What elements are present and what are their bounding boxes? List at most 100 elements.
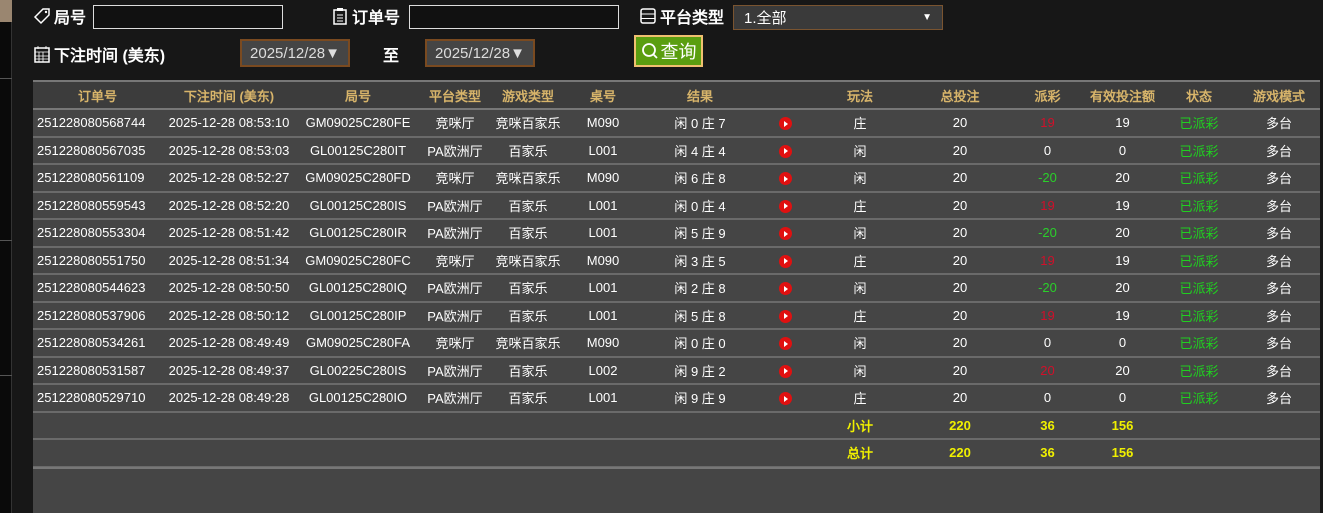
total-bet: 20 — [910, 301, 1010, 330]
subtotal-valid-bet: 156 — [1085, 411, 1160, 440]
bet-type: 闲 — [810, 136, 910, 165]
total-bet: 20 — [910, 246, 1010, 275]
date-from-picker[interactable]: 2025/12/28▼ — [240, 39, 350, 67]
replay-cell — [760, 301, 810, 330]
column-header: 有效投注额 — [1085, 80, 1160, 110]
result: 闲 2 庄 8 — [640, 274, 760, 303]
table-id: M090 — [566, 164, 640, 193]
column-header: 派彩 — [1010, 80, 1085, 110]
bet-type: 闲 — [810, 356, 910, 385]
total-bet: 20 — [910, 219, 1010, 248]
total-bet: 20 — [910, 329, 1010, 358]
payout: -20 — [1010, 164, 1085, 193]
query-button[interactable]: 查询 — [634, 35, 703, 67]
result: 闲 0 庄 4 — [640, 191, 760, 220]
table-row: 251228080553304 2025-12-28 08:51:42 GL0012… — [33, 219, 1320, 248]
valid-bet: 0 — [1085, 136, 1160, 165]
valid-bet: 20 — [1085, 219, 1160, 248]
platform: 竞咪厅 — [420, 329, 490, 358]
play-video-icon[interactable] — [778, 309, 792, 323]
game-mode: 多台 — [1238, 219, 1320, 248]
subtotal-label: 小计 — [810, 411, 910, 440]
bet-type: 庄 — [810, 191, 910, 220]
bet-records-table: 订单号 下注时间 (美东) 局号 平台类型 游戏类型 桌号 结果 玩法 总投注 派彩 有效投注额 状态… — [33, 80, 1320, 468]
server-icon — [640, 8, 656, 24]
play-video-icon[interactable] — [778, 337, 792, 351]
order-id: 251228080568744 — [33, 109, 162, 138]
game-mode: 多台 — [1238, 384, 1320, 413]
table-id: L001 — [566, 384, 640, 413]
result: 闲 5 庄 9 — [640, 219, 760, 248]
game-mode: 多台 — [1238, 191, 1320, 220]
replay-cell — [760, 274, 810, 303]
table-row: 251228080544623 2025-12-28 08:50:50 GL0012… — [33, 274, 1320, 303]
table-id: L001 — [566, 136, 640, 165]
total-bet: 20 — [910, 191, 1010, 220]
round-label: 局号 — [33, 4, 86, 28]
game-type: 竞咪百家乐 — [490, 329, 566, 358]
total-valid-bet: 156 — [1085, 439, 1160, 468]
bet-type: 闲 — [810, 274, 910, 303]
platform: PA欧洲厅 — [420, 219, 490, 248]
column-header: 玩法 — [810, 80, 910, 110]
payout: 0 — [1010, 136, 1085, 165]
game-mode: 多台 — [1238, 274, 1320, 303]
total-bet: 20 — [910, 109, 1010, 138]
date-to-picker[interactable]: 2025/12/28▼ — [425, 39, 535, 67]
game-type: 百家乐 — [490, 301, 566, 330]
play-video-icon[interactable] — [778, 254, 792, 268]
play-video-icon[interactable] — [778, 117, 792, 131]
column-header: 平台类型 — [420, 80, 490, 110]
result: 闲 3 庄 5 — [640, 246, 760, 275]
play-video-icon[interactable] — [778, 282, 792, 296]
game-mode: 多台 — [1238, 329, 1320, 358]
result: 闲 6 庄 8 — [640, 164, 760, 193]
payout: 19 — [1010, 191, 1085, 220]
tag-icon — [33, 8, 50, 25]
order-id: 251228080559543 — [33, 191, 162, 220]
valid-bet: 19 — [1085, 109, 1160, 138]
valid-bet: 19 — [1085, 301, 1160, 330]
column-header: 游戏类型 — [490, 80, 566, 110]
result: 闲 0 庄 0 — [640, 329, 760, 358]
result: 闲 4 庄 4 — [640, 136, 760, 165]
bet-type: 闲 — [810, 164, 910, 193]
result: 闲 5 庄 8 — [640, 301, 760, 330]
order-input[interactable] — [409, 5, 619, 29]
table-row: 251228080534261 2025-12-28 08:49:49 GM0902… — [33, 329, 1320, 358]
replay-cell — [760, 329, 810, 358]
search-icon — [641, 43, 658, 59]
total-total-bet: 220 — [910, 439, 1010, 468]
bet-time: 2025-12-28 08:50:50 — [162, 274, 296, 303]
total-bet: 20 — [910, 384, 1010, 413]
bet-type: 闲 — [810, 329, 910, 358]
round-id: GM09025C280FC — [296, 246, 420, 275]
table-row: 251228080529710 2025-12-28 08:49:28 GL0012… — [33, 384, 1320, 413]
total-label: 总计 — [810, 439, 910, 468]
play-video-icon[interactable] — [778, 364, 792, 378]
bet-type: 闲 — [810, 219, 910, 248]
order-id: 251228080529710 — [33, 384, 162, 413]
subtotal-row: 小计 220 36 156 — [33, 411, 1320, 440]
platform: 竞咪厅 — [420, 246, 490, 275]
result: 闲 0 庄 7 — [640, 109, 760, 138]
round-id: GL00125C280IS — [296, 191, 420, 220]
status: 已派彩 — [1160, 136, 1238, 165]
order-id: 251228080534261 — [33, 329, 162, 358]
play-video-icon[interactable] — [778, 199, 792, 213]
play-video-icon[interactable] — [778, 144, 792, 158]
result: 闲 9 庄 9 — [640, 384, 760, 413]
round-id: GL00225C280IS — [296, 356, 420, 385]
game-mode: 多台 — [1238, 164, 1320, 193]
play-video-icon[interactable] — [778, 227, 792, 241]
status: 已派彩 — [1160, 109, 1238, 138]
platform-select[interactable]: 1.全部 ▼ — [733, 5, 943, 30]
bet-type: 庄 — [810, 246, 910, 275]
column-header: 总投注 — [910, 80, 1010, 110]
play-video-icon[interactable] — [778, 392, 792, 406]
play-video-icon[interactable] — [778, 172, 792, 186]
order-id: 251228080567035 — [33, 136, 162, 165]
platform: PA欧洲厅 — [420, 191, 490, 220]
round-input[interactable] — [93, 5, 283, 29]
platform: PA欧洲厅 — [420, 301, 490, 330]
